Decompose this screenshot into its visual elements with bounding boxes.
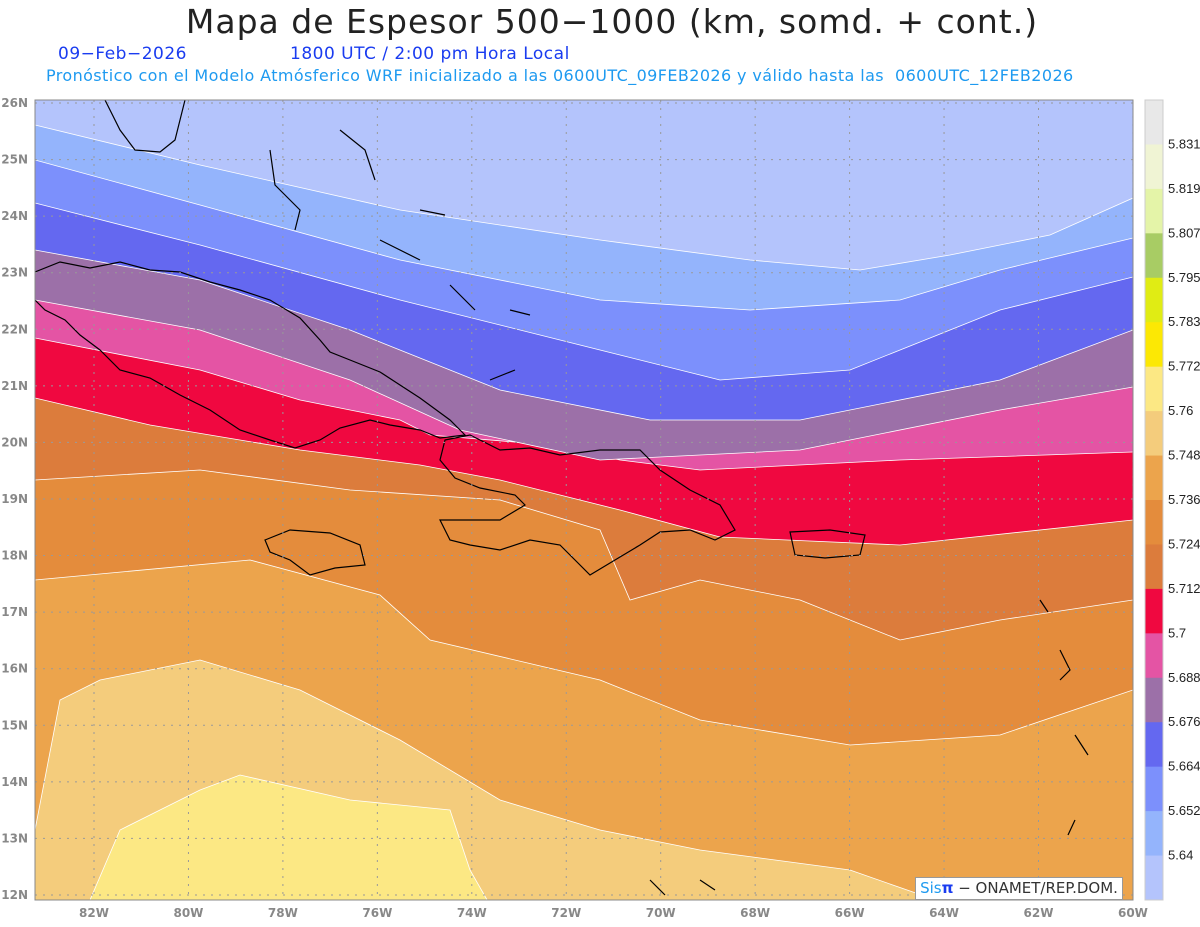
logo-sispi-onamet: Sisπ − ONAMET/REP.DOM. — [915, 877, 1123, 900]
colorbar-label: 5.676 — [1168, 714, 1200, 729]
colorbar-swatch — [1145, 366, 1163, 412]
lon-label: 70W — [646, 906, 676, 920]
colorbar-swatch — [1145, 855, 1163, 901]
coastlines — [35, 100, 1091, 896]
colorbar-label: 5.831 — [1168, 136, 1200, 151]
puerto-rico-coastline — [789, 529, 866, 559]
lat-label: 15N — [1, 718, 28, 732]
colorbar-swatch — [1145, 455, 1163, 501]
lat-label: 25N — [1, 153, 28, 167]
colorbar-swatch — [1145, 277, 1163, 323]
contour-line — [35, 559, 1133, 746]
thickness-bands — [35, 100, 1133, 900]
colorbar-swatch — [1145, 411, 1163, 457]
colorbar-swatch — [1145, 588, 1163, 634]
logo-text: − ONAMET/REP.DOM. — [953, 879, 1118, 897]
lat-label: 17N — [1, 605, 28, 619]
colorbar-label: 5.724 — [1168, 536, 1200, 551]
colorbar-label: 5.652 — [1168, 803, 1200, 818]
contour-line — [35, 202, 1133, 381]
colorbar-label: 5.748 — [1168, 448, 1200, 463]
colorbar-swatch — [1145, 677, 1163, 723]
lon-label: 60W — [1118, 906, 1148, 920]
lon-label: 76W — [362, 906, 392, 920]
colorbar-swatch — [1145, 633, 1163, 679]
colorbar-swatch — [1145, 544, 1163, 590]
contour-line — [35, 249, 1133, 421]
axis-labels: 82W 80W 78W 76W 74W 72W 70W 68W 66W 64W 62W 60W 26N 2… — [1, 96, 1148, 920]
colorbar-label: 5.7 — [1168, 625, 1186, 640]
colorbar-swatch — [1145, 322, 1163, 368]
contour-line — [35, 337, 1133, 471]
colorbar-label: 5.819 — [1168, 181, 1200, 196]
colorbar-label: 5.736 — [1168, 492, 1200, 507]
lon-label: 64W — [929, 906, 959, 920]
lat-label: 18N — [1, 549, 28, 563]
colorbar-label: 5.664 — [1168, 759, 1200, 774]
lat-label: 24N — [1, 209, 28, 223]
hispaniola-coastline — [439, 434, 736, 576]
colorbar-swatch — [1145, 100, 1163, 145]
colorbar-label: 5.783 — [1168, 314, 1200, 329]
contour-line — [35, 159, 1133, 311]
colorbar-label: 5.807 — [1168, 225, 1200, 240]
lat-label: 12N — [1, 888, 28, 902]
lat-label: 14N — [1, 775, 28, 789]
lat-label: 19N — [1, 492, 28, 506]
map-title: Mapa de Espesor 500−1000 (km, somd. + co… — [185, 2, 1039, 41]
lon-label: 74W — [457, 906, 487, 920]
lon-label: 78W — [268, 906, 298, 920]
jamaica-coastline — [264, 529, 366, 576]
lat-label: 26N — [1, 96, 28, 110]
florida-coastline — [104, 100, 186, 153]
map-frame — [34, 99, 1134, 901]
contour-line — [35, 397, 1133, 546]
colorbar-label: 5.64 — [1168, 848, 1193, 863]
lon-label: 82W — [79, 906, 109, 920]
colorbar-label: 5.772 — [1168, 359, 1200, 374]
forecast-date: 09−Feb−2026 — [58, 44, 187, 64]
lon-label: 72W — [551, 906, 581, 920]
contour-line — [35, 469, 1133, 641]
colorbar-frame — [1144, 99, 1164, 901]
forecast-time: 1800 UTC / 2:00 pm Hora Local — [290, 44, 570, 64]
lat-label: 13N — [1, 831, 28, 845]
contour-line — [35, 124, 1133, 271]
colorbar-swatch — [1145, 144, 1163, 190]
cuba-coastline — [35, 261, 467, 449]
lat-label: 21N — [1, 379, 28, 393]
colorbar-swatch — [1145, 766, 1163, 812]
colorbar-label: 5.76 — [1168, 403, 1193, 418]
logo-sis: Sis — [920, 879, 942, 897]
lon-label: 66W — [835, 906, 865, 920]
lat-label: 20N — [1, 435, 28, 449]
lon-label: 80W — [173, 906, 203, 920]
bahamas-coastline — [269, 129, 531, 381]
contour-line — [85, 774, 488, 900]
colorbar-swatch — [1145, 188, 1163, 234]
colorbar-swatch — [1145, 500, 1163, 545]
colorbar-label: 5.795 — [1168, 270, 1200, 285]
lon-label: 68W — [740, 906, 770, 920]
lat-label: 16N — [1, 662, 28, 676]
forecast-note: Pronóstico con el Modelo Atmósferico WRF… — [46, 66, 1074, 85]
lat-label: 23N — [1, 266, 28, 280]
colorbar-label: 5.688 — [1168, 670, 1200, 685]
lon-label: 62W — [1024, 906, 1054, 920]
contour-line — [35, 299, 1133, 461]
thickness-band — [35, 100, 1133, 270]
colorbar-swatch — [1145, 233, 1163, 279]
colorbar-swatch — [1145, 722, 1163, 768]
colorbar-swatch — [1145, 811, 1163, 857]
contour-line — [35, 659, 937, 900]
lat-label: 22N — [1, 322, 28, 336]
colorbar: 5.831 5.819 5.807 5.795 5.783 5.772 5.76 5.748 5… — [1144, 99, 1200, 901]
logo-pi: π — [941, 879, 954, 897]
colorbar-label: 5.712 — [1168, 581, 1200, 596]
